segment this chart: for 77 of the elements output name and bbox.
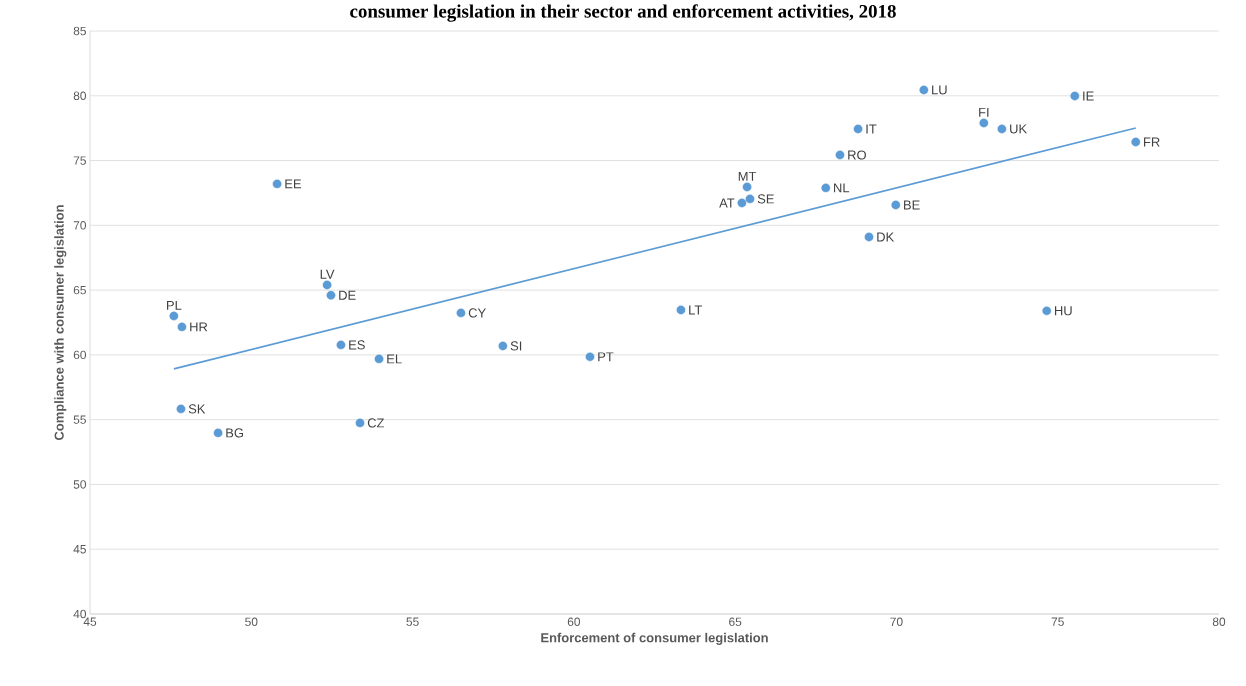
annotation: DE (339, 290, 356, 300)
annotation: FR (1144, 137, 1160, 147)
annotation: ES (349, 340, 365, 350)
point (1131, 137, 1141, 147)
point (997, 124, 1007, 134)
point (374, 354, 384, 364)
y-tick-label: 75 (73, 156, 86, 165)
point (213, 428, 223, 438)
annotation: BG (226, 428, 244, 438)
y-tick-label: 65 (73, 285, 86, 295)
annotation: CY (468, 308, 486, 318)
y-tick-label: 85 (73, 26, 86, 36)
x-tick-label: 50 (245, 617, 258, 626)
point (835, 150, 845, 160)
annotation: LU (932, 85, 947, 95)
annotation: UK (1010, 124, 1027, 134)
x-tick-label: 80 (1212, 617, 1226, 626)
point (891, 200, 901, 210)
point (176, 404, 186, 414)
chart-title: consumer legislation in their sector and enforcement activities, 2018 (350, 4, 896, 22)
y-tick-label: 40 (73, 609, 87, 619)
point (864, 232, 874, 242)
point (1070, 91, 1080, 101)
point (177, 322, 187, 332)
x-axis-title: Enforcement of consumer legislation (541, 632, 768, 645)
point (745, 194, 755, 204)
x-tick-label: 60 (567, 617, 581, 626)
annotation: LT (689, 305, 702, 315)
y-tick-label: 45 (73, 545, 86, 554)
annotation: FI (979, 107, 989, 117)
annotation: AT (719, 198, 735, 208)
point (169, 311, 179, 321)
annotation: HR (190, 322, 208, 332)
x-tick-label: 75 (1051, 617, 1064, 626)
point (742, 182, 752, 192)
point (979, 118, 989, 128)
point (676, 305, 686, 315)
point (585, 352, 595, 362)
annotation: LV (320, 269, 335, 279)
annotation: SK (188, 404, 206, 414)
y-tick-label: 50 (73, 480, 87, 489)
point (355, 418, 365, 428)
annotation: SI (510, 341, 522, 351)
annotation: IT (866, 124, 877, 134)
annotation: RO (848, 150, 866, 160)
point (322, 280, 332, 290)
annotation: SE (757, 194, 774, 204)
x-tick-label: 70 (890, 617, 903, 626)
annotation: EE (285, 179, 302, 189)
point (853, 124, 863, 134)
y-tick-label: 60 (73, 350, 87, 360)
y-tick-label: 55 (73, 415, 86, 424)
point (272, 179, 282, 189)
annotation: BE (904, 200, 920, 210)
point (326, 290, 336, 300)
annotation: EL (387, 354, 402, 364)
y-tick-label: 80 (73, 91, 87, 101)
annotation: IE (1083, 91, 1094, 101)
annotation: PT (598, 352, 614, 362)
annotation: CZ (367, 418, 385, 428)
x-tick-label: 45 (83, 617, 97, 626)
y-axis-title: Compliance with consumer legislation (54, 205, 67, 440)
annotation: DK (877, 232, 895, 242)
annotation: NL (834, 183, 850, 193)
x-tick-label: 65 (729, 617, 742, 626)
annotation: PL (167, 300, 182, 310)
x-tick-label: 55 (406, 617, 419, 626)
point (821, 183, 831, 193)
point (737, 198, 747, 208)
point (1042, 306, 1052, 316)
point (919, 85, 929, 95)
annotation: HU (1055, 306, 1072, 316)
point (498, 341, 508, 351)
point (336, 340, 346, 350)
y-tick-label: 70 (73, 221, 87, 230)
point (456, 308, 466, 318)
annotation: MT (738, 171, 757, 181)
